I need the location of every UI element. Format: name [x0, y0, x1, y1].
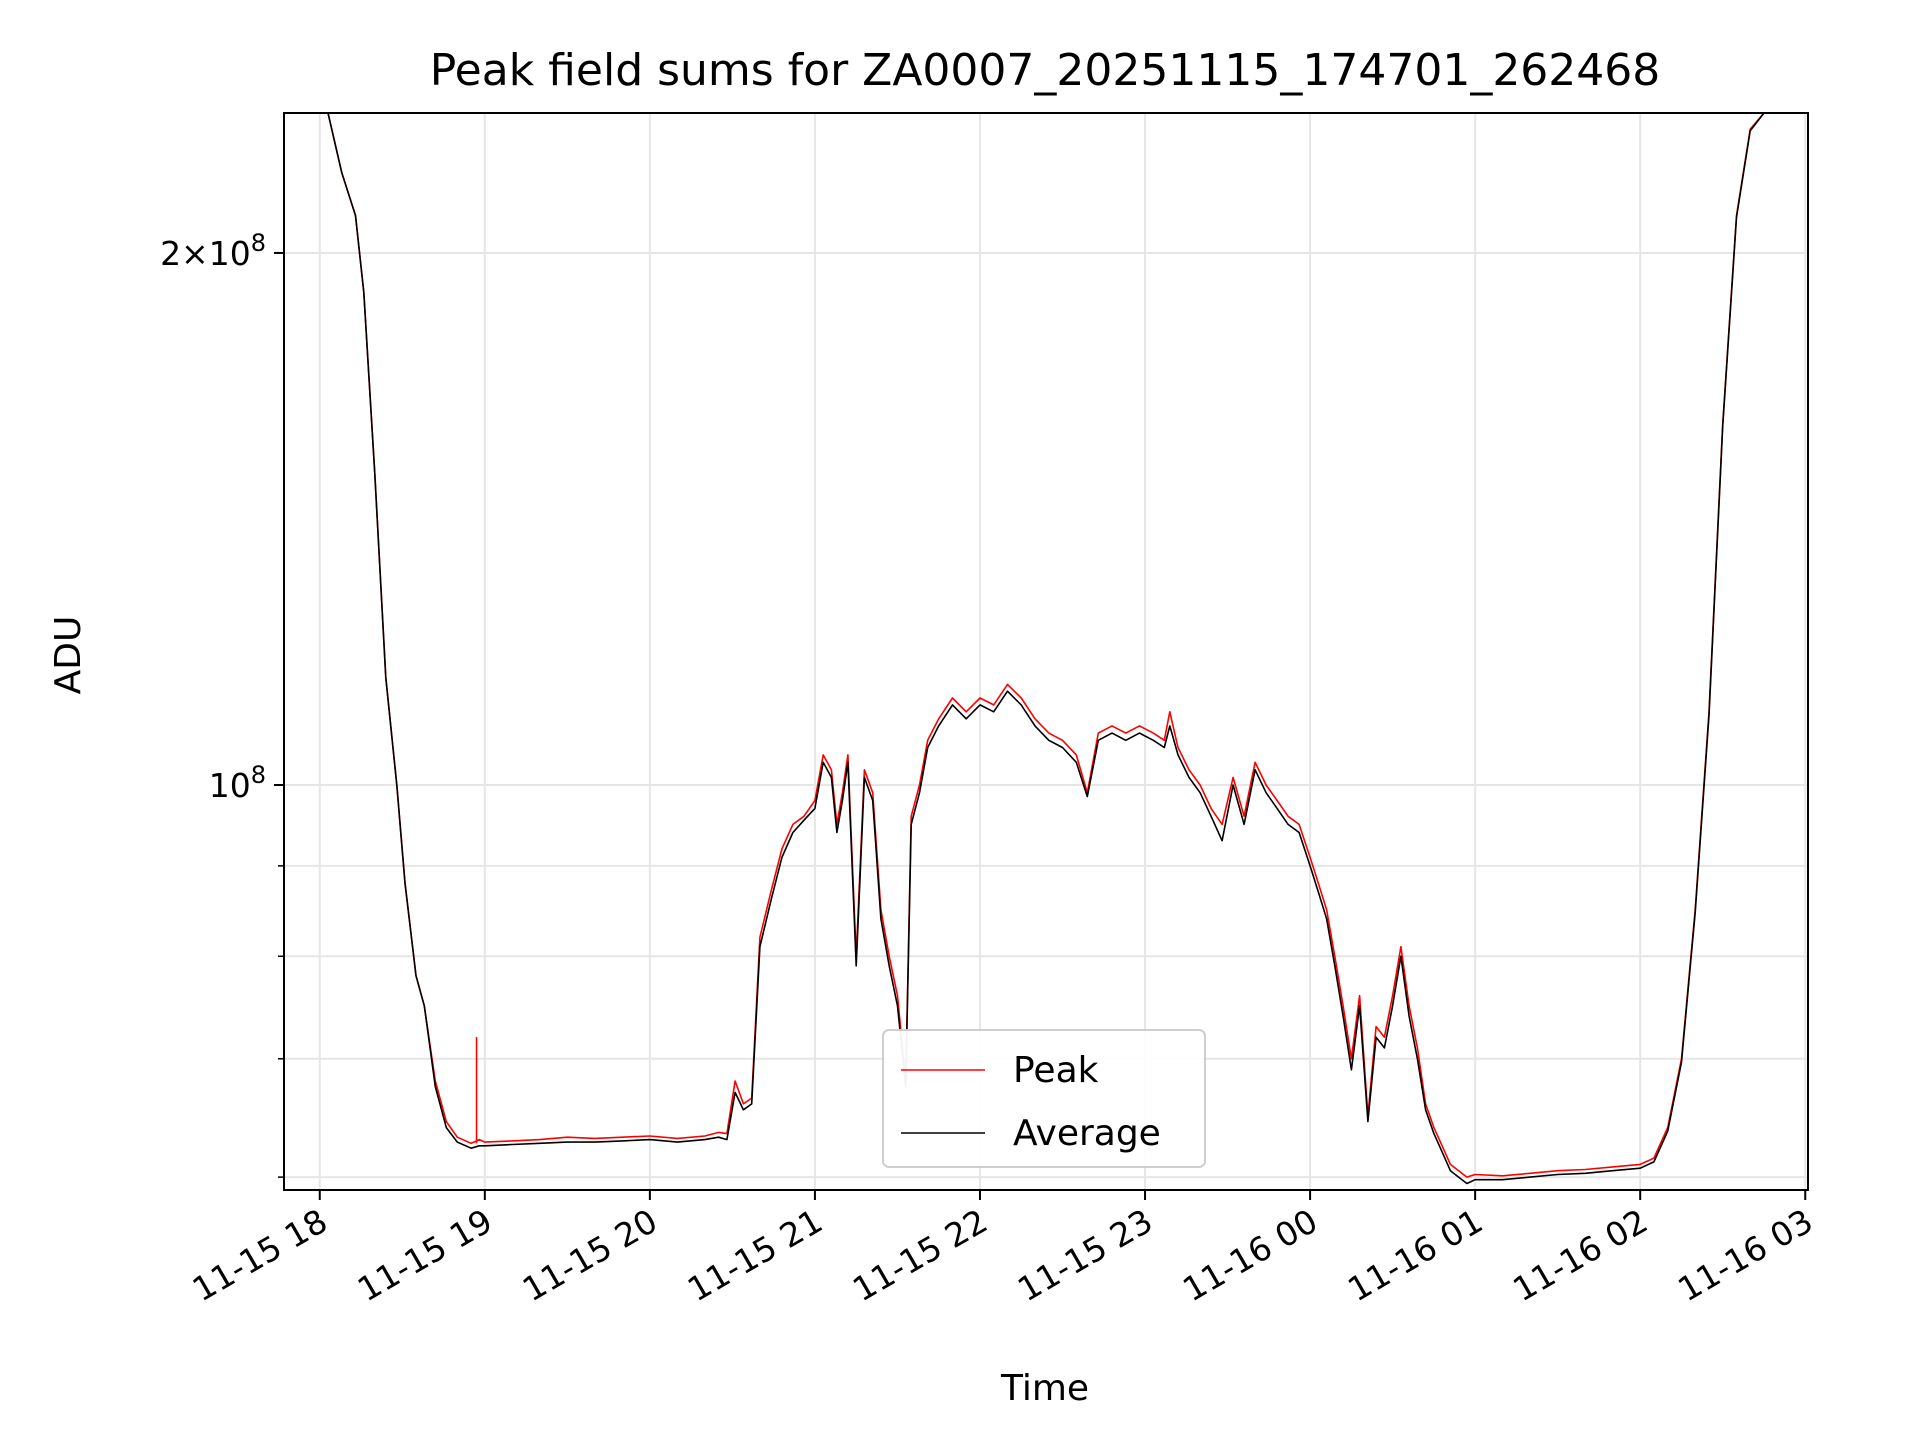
legend-label-peak: Peak: [1013, 1050, 1099, 1091]
x-axis-label: Time: [1000, 1368, 1089, 1409]
series-layer: [327, 113, 1808, 1185]
legend-label-average: Average: [1013, 1113, 1161, 1154]
series-line-average: [327, 113, 1808, 1185]
y-tick-label: 2×108: [160, 229, 266, 273]
series-line-peak: [327, 113, 1808, 1178]
legend: Peak Average: [882, 1029, 1206, 1168]
plot-frame: [283, 112, 1809, 1191]
chart-title: Peak field sums for ZA0007_20251115_1747…: [430, 45, 1661, 96]
y-axis: 108 2×108: [160, 229, 284, 1178]
grid: [284, 113, 1808, 1190]
y-axis-label: ADU: [48, 616, 89, 695]
y-tick-label: 108: [209, 761, 266, 805]
